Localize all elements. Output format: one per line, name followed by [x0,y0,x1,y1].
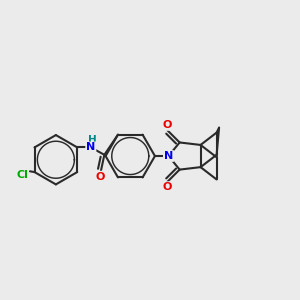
Text: O: O [163,120,172,130]
Text: Cl: Cl [16,169,28,179]
Text: N: N [164,151,173,161]
Text: O: O [163,182,172,192]
Text: N: N [86,142,95,152]
Text: O: O [96,172,105,182]
Text: H: H [88,135,97,145]
